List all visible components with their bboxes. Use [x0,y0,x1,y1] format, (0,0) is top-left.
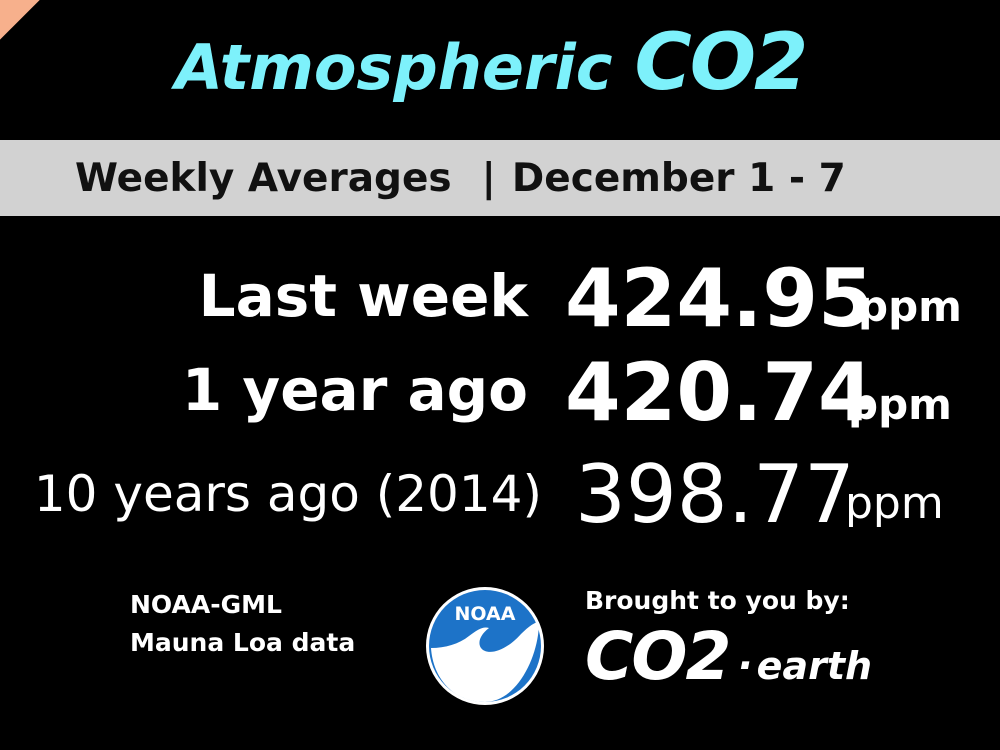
row-unit: ppm [848,380,952,429]
title-co2: CO2 [634,18,808,108]
subtitle-separator: | [481,155,496,201]
row-label: Last week [198,262,528,330]
page-title: Atmospheric CO2 [175,18,808,128]
co2-earth-logo-earth: earth [756,644,873,688]
data-source: NOAA-GML Mauna Loa data [130,586,355,662]
row-unit: ppm [858,282,962,331]
noaa-logo-bird [431,622,539,702]
row-label: 10 years ago (2014) [33,465,542,523]
source-line-1: NOAA-GML [130,590,282,619]
subtitle: Weekly Averages | December 1 - 7 [75,140,846,216]
co2-earth-logo: CO2 · earth [585,618,872,695]
row-value: 420.74 [565,346,874,439]
source-line-2: Mauna Loa data [130,628,356,657]
row-label: 1 year ago [181,356,528,424]
co2-earth-logo-dot: · [737,643,753,689]
row-unit: ppm [845,478,944,529]
row-value: 424.95 [565,252,874,345]
noaa-logo-icon: NOAA [426,587,544,705]
subtitle-band: Weekly Averages | December 1 - 7 [0,140,1000,216]
subtitle-dates: December 1 - 7 [511,155,846,201]
subtitle-period: Weekly Averages [75,155,452,201]
credit-label: Brought to you by: [585,586,850,615]
year-ribbon: 2024 [0,0,200,74]
title-main: Atmospheric [175,31,613,104]
row-value: 398.77 [575,448,855,541]
noaa-logo-text: NOAA [455,603,516,625]
co2-earth-logo-co2: CO2 [585,618,731,695]
